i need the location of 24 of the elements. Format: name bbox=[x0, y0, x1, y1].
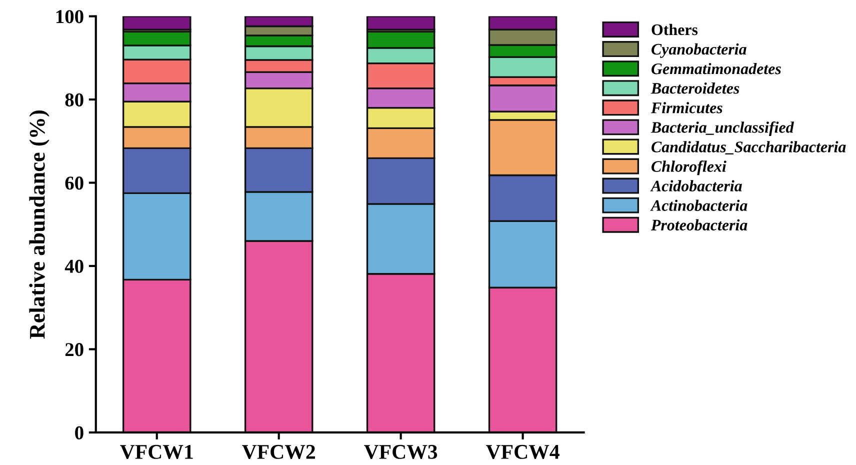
bar bbox=[366, 16, 436, 30]
x-tick-label: VFCW2 bbox=[242, 444, 315, 460]
legend-label: Bacteria_unclassified bbox=[650, 121, 794, 136]
legend-label: Proteobacteria bbox=[650, 219, 748, 231]
legend-label: Actinobacteria bbox=[650, 200, 748, 211]
y-tick-label: 80 bbox=[65, 93, 84, 106]
x-tick-label: VFCW1 bbox=[120, 444, 193, 460]
legend-label: Acidobacteria bbox=[650, 180, 742, 192]
x-tick-label: VFCW3 bbox=[364, 444, 438, 460]
legend-label: Gemmatimonadetes bbox=[652, 62, 781, 74]
y-axis-title: Relative abundance (%) bbox=[29, 110, 50, 339]
legend-label: Cyanobacteria bbox=[652, 43, 746, 58]
bar bbox=[122, 16, 192, 30]
y-tick-label: 100 bbox=[56, 10, 84, 24]
y-tick-label: 60 bbox=[65, 176, 84, 190]
legend-label: Candidatus_Saccharibacteria bbox=[652, 141, 846, 154]
x-tick-label: VFCW4 bbox=[486, 444, 560, 460]
legend-label: Chloroflexi bbox=[652, 160, 726, 176]
y-tick-label: 20 bbox=[65, 343, 84, 356]
y-tick-label: 0 bbox=[75, 426, 84, 440]
y-tick-label: 40 bbox=[64, 260, 84, 273]
legend-label: Bacteroidetes bbox=[650, 82, 740, 94]
legend-label: Firmicutes bbox=[650, 102, 722, 114]
legend-label: Others bbox=[652, 24, 698, 36]
